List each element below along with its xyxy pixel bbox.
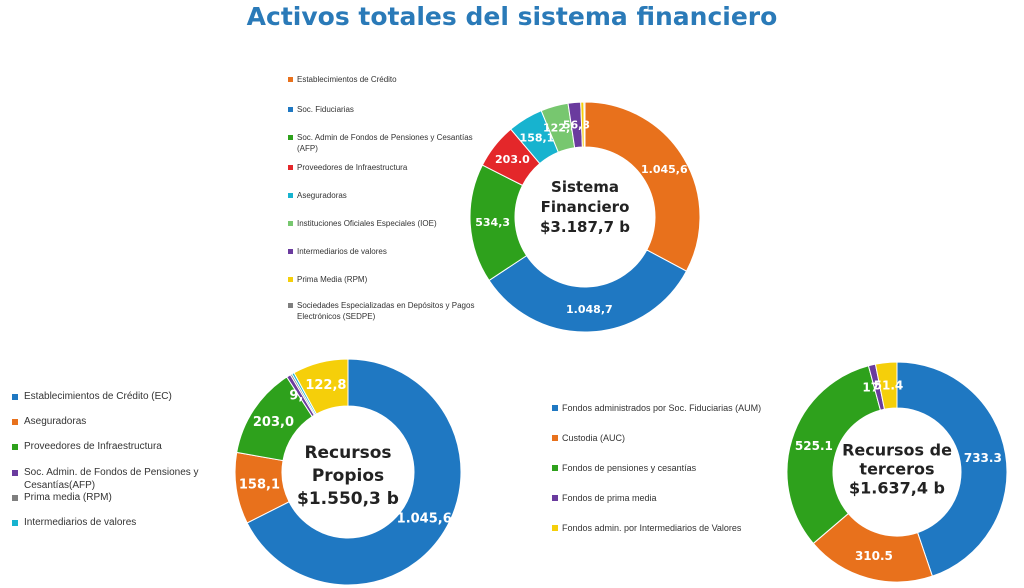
legend-swatch xyxy=(288,135,293,140)
legend-2-item-2: Fondos de pensiones y cesantías xyxy=(552,462,772,474)
page-title: Activos totales del sistema financiero xyxy=(246,2,778,31)
legend-swatch xyxy=(12,444,18,450)
donut-0-center-line-2: $3.187,7 b xyxy=(540,218,630,236)
legend-label: Intermediarios de valores xyxy=(24,517,137,528)
donut-0-slice-label-4: 158,1 xyxy=(520,131,555,144)
legend-swatch xyxy=(12,520,18,526)
legend-swatch xyxy=(288,193,293,198)
legend-label: Soc. Fiduciarias xyxy=(297,105,354,114)
legend-1-item-3: Soc. Admin. de Fondos de Pensiones y Ces… xyxy=(12,466,222,492)
legend-swatch xyxy=(552,495,558,501)
donut-0-slice-label-3: 203.0 xyxy=(495,153,530,166)
donut-1-center-line-2: $1.550,3 b xyxy=(297,489,399,509)
donut-0-slice-label-1: 1.048,7 xyxy=(566,303,613,316)
donut-1-slice-label-0: 1.045,6 xyxy=(397,511,452,526)
legend-1-item-4: Prima media (RPM) xyxy=(12,491,222,504)
legend-label: Aseguradoras xyxy=(297,191,347,200)
legend-swatch xyxy=(288,249,293,254)
legend-swatch xyxy=(288,165,293,170)
legend-0-item-2: Soc. Admin de Fondos de Pensiones y Cesa… xyxy=(288,132,488,154)
legend-1-item-2: Proveedores de Infraestructura xyxy=(12,440,222,453)
legend-swatch xyxy=(12,495,18,501)
donut-0-slice-1 xyxy=(488,249,688,333)
donut-1-slice-label-6: 122,8 xyxy=(305,378,346,393)
legend-0-item-7: Prima Media (RPM) xyxy=(288,274,488,285)
legend-swatch xyxy=(552,435,558,441)
donut-0-slice-label-5: 122,8 xyxy=(543,121,578,134)
legend-0-item-5: Instituciones Oficiales Especiales (IOE) xyxy=(288,218,488,229)
legend-2-item-0: Fondos administrados por Soc. Fiduciaria… xyxy=(552,402,772,414)
legend-swatch xyxy=(288,277,293,282)
legend-label: Fondos admin. por Intermediarios de Valo… xyxy=(562,523,742,533)
donut-0-center-line-0: Sistema xyxy=(551,178,619,196)
donut-0-slice-0 xyxy=(584,101,701,272)
donut-2-center-line-0: Recursos de xyxy=(842,441,952,460)
legend-label: Fondos de pensiones y cesantías xyxy=(562,463,697,473)
legend-label: Establecimientos de Crédito xyxy=(297,75,397,84)
legend-label: Fondos de prima media xyxy=(562,493,657,503)
legend-0-item-4: Aseguradoras xyxy=(288,190,488,201)
donut-1-slice-label-2: 203,0 xyxy=(253,415,294,430)
donut-0-slice-label-2: 534,3 xyxy=(475,216,510,229)
donut-1-center-line-0: Recursos xyxy=(304,443,391,463)
donut-2-center-line-1: terceros xyxy=(859,460,934,479)
donut-2-slice-2 xyxy=(786,365,882,545)
legend-label: Soc. Admin de Fondos de Pensiones y Cesa… xyxy=(297,133,473,153)
donut-2-slice-0 xyxy=(896,361,1008,577)
legend-label: Aseguradoras xyxy=(24,416,87,427)
legend-swatch xyxy=(288,303,293,308)
legend-label: Intermediarios de valores xyxy=(297,247,387,256)
legend-2-item-1: Custodia (AUC) xyxy=(552,432,772,444)
legend-label: Establecimientos de Crédito (EC) xyxy=(24,391,172,402)
donut-2-slice-label-2: 525.1 xyxy=(795,439,833,453)
legend-1-item-0: Establecimientos de Crédito (EC) xyxy=(12,390,222,403)
donut-0-slice-8 xyxy=(583,101,586,148)
legend-swatch xyxy=(552,525,558,531)
donut-1-slice-0 xyxy=(246,358,462,586)
legend-label: Proveedores de Infraestructura xyxy=(297,163,408,172)
legend-1-item-1: Aseguradoras xyxy=(12,415,222,428)
legend-label: Instituciones Oficiales Especiales (IOE) xyxy=(297,219,437,228)
donut-2-center-line-2: $1.637,4 b xyxy=(849,479,945,498)
legend-swatch xyxy=(12,419,18,425)
legend-label: Soc. Admin. de Fondos de Pensiones y Ces… xyxy=(24,467,199,491)
legend-label: Fondos administrados por Soc. Fiduciaria… xyxy=(562,403,762,413)
legend-swatch xyxy=(552,405,558,411)
legend-0-item-0: Establecimientos de Crédito xyxy=(288,74,488,85)
legend-0-item-1: Soc. Fiduciarias xyxy=(288,104,488,115)
donut-1-slice-6 xyxy=(293,358,349,415)
legend-0-item-8: Sociedades Especializadas en Depósitos y… xyxy=(288,300,488,322)
legend-2-item-4: Fondos admin. por Intermediarios de Valo… xyxy=(552,522,772,534)
donut-0-slice-label-0: 1.045,6 xyxy=(641,163,688,176)
donut-2-slice-label-0: 733.3 xyxy=(964,451,1002,465)
donut-2-slice-label-1: 310.5 xyxy=(855,549,893,563)
donut-1-center-line-1: Propios xyxy=(312,466,384,486)
donut-1-slice-label-1: 158,1 xyxy=(239,478,280,493)
legend-label: Proveedores de Infraestructura xyxy=(24,441,162,452)
legend-swatch xyxy=(288,77,293,82)
donut-2-slice-4 xyxy=(874,361,898,410)
legend-0-item-3: Proveedores de Infraestructura xyxy=(288,162,488,173)
donut-0-slice-label-6: 56,3 xyxy=(563,118,590,131)
legend-swatch xyxy=(288,221,293,226)
donut-chart-recursos-propios: 1.045,6158,1203,09,2122,8RecursosPropios… xyxy=(234,358,462,586)
legend-2-item-3: Fondos de prima media xyxy=(552,492,772,504)
legend-label: Prima media (RPM) xyxy=(24,492,112,503)
legend-label: Custodia (AUC) xyxy=(562,433,626,443)
donut-2-slice-label-4: 51.4 xyxy=(874,378,904,392)
legend-label: Prima Media (RPM) xyxy=(297,275,368,284)
legend-swatch xyxy=(12,470,18,476)
legend-swatch xyxy=(12,394,18,400)
donut-0-center-line-1: Financiero xyxy=(541,198,630,216)
legend-label: Sociedades Especializadas en Depósitos y… xyxy=(297,301,475,321)
legend-swatch xyxy=(288,107,293,112)
legend-1-item-5: Intermediarios de valores xyxy=(12,516,222,529)
legend-0-item-6: Intermediarios de valores xyxy=(288,246,488,257)
legend-swatch xyxy=(552,465,558,471)
